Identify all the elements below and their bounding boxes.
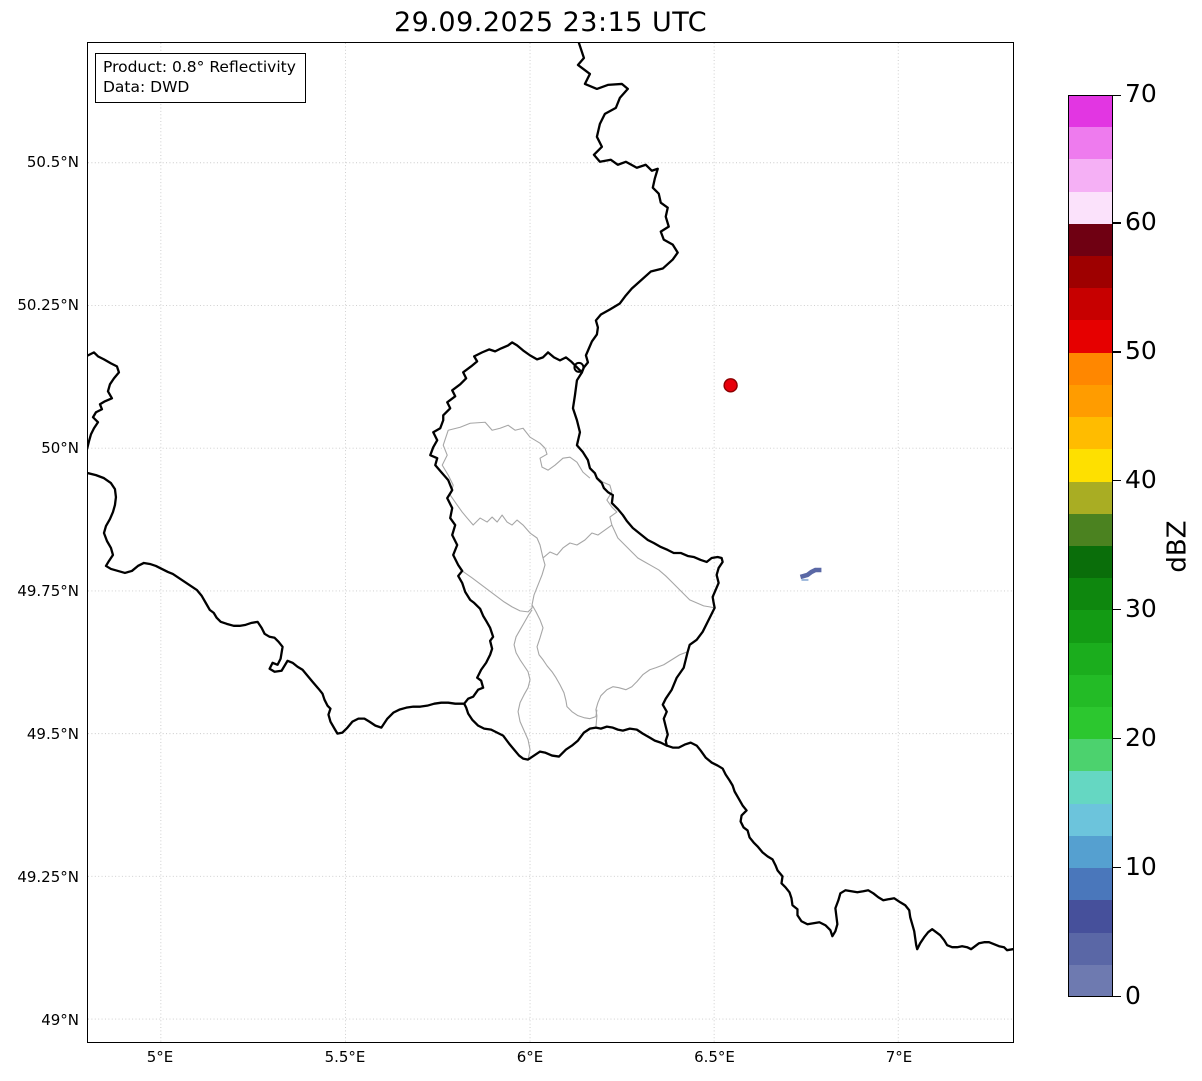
colorbar-tick-label: 40 — [1125, 465, 1157, 494]
y-axis-tick-label: 50°N — [41, 439, 79, 457]
colorbar-segment — [1068, 900, 1113, 933]
colorbar-segment — [1068, 223, 1113, 256]
country-borders — [88, 43, 1013, 952]
colorbar-tick-label: 60 — [1125, 207, 1157, 236]
radar-site-marker — [723, 378, 738, 393]
district-borders — [441, 421, 715, 760]
colorbar-segment — [1068, 964, 1113, 997]
info-box-product-line: Product: 0.8° Reflectivity — [103, 58, 296, 76]
y-axis-tick-label: 50.25°N — [17, 296, 79, 314]
colorbar-segment — [1068, 835, 1113, 869]
colorbar: 0 10 20 30 40 50 60 70 — [1068, 79, 1157, 1010]
map-svg — [88, 43, 1013, 1042]
colorbar-tick — [1113, 480, 1121, 482]
colorbar-tick-label: 70 — [1125, 79, 1157, 108]
colorbar-tick — [1113, 995, 1121, 997]
district-border — [461, 570, 533, 613]
x-axis-tick-label: 5°E — [146, 1048, 174, 1066]
colorbar-segment — [1068, 771, 1113, 804]
colorbar-tick-label: 10 — [1125, 852, 1157, 881]
y-axis-tick-label: 49.25°N — [17, 868, 79, 886]
x-axis-tick-label: 5.5°E — [324, 1048, 366, 1066]
colorbar-segment — [1068, 255, 1113, 289]
precip-echo-highlight — [801, 578, 809, 581]
colorbar-tick-label: 20 — [1125, 723, 1157, 752]
colorbar-segment — [1068, 191, 1113, 224]
colorbar-segment — [1068, 159, 1113, 192]
colorbar-tick — [1113, 609, 1121, 611]
colorbar-gradient — [1068, 94, 1113, 997]
colorbar-segment — [1068, 868, 1113, 901]
colorbar-segment — [1068, 352, 1113, 385]
colorbar-segment — [1068, 610, 1113, 643]
x-axis-tick-label: 6.5°E — [694, 1048, 735, 1066]
colorbar-segment — [1068, 481, 1113, 514]
colorbar-tick-label: 30 — [1125, 594, 1157, 623]
colorbar-segment — [1068, 932, 1113, 965]
colorbar-segment — [1068, 384, 1113, 418]
colorbar-segment — [1068, 642, 1113, 675]
district-border — [611, 524, 715, 609]
colorbar-segment — [1068, 803, 1113, 836]
colorbar-segment — [1068, 578, 1113, 611]
district-border — [448, 421, 591, 479]
colorbar-tick — [1113, 866, 1121, 869]
colorbar-segment — [1068, 674, 1113, 708]
colorbar-tick — [1113, 95, 1121, 97]
y-axis-tick-label: 49°N — [41, 1011, 79, 1029]
district-border — [595, 651, 688, 728]
district-border — [441, 430, 544, 559]
district-border — [513, 609, 533, 760]
colorbar-segment — [1068, 513, 1113, 546]
info-box: Product: 0.8° Reflectivity Data: DWD — [95, 53, 306, 103]
precip-echo-cell — [799, 567, 822, 580]
colorbar-tick — [1113, 222, 1121, 224]
info-box-source-line: Data: DWD — [103, 78, 190, 96]
colorbar-tick — [1113, 351, 1121, 353]
france-germany-border — [665, 741, 1013, 952]
france-belgium-border — [88, 351, 121, 450]
belgium-germany-border — [576, 43, 679, 374]
colorbar-segment — [1068, 320, 1113, 353]
colorbar-segment — [1068, 449, 1113, 482]
figure-title: 29.09.2025 23:15 UTC — [393, 7, 708, 38]
graticule — [88, 43, 1013, 1042]
district-border — [542, 476, 618, 559]
colorbar-segment — [1068, 545, 1113, 579]
y-axis-tick-label: 49.75°N — [17, 582, 79, 600]
france-belgium-border — [88, 471, 466, 735]
x-axis-tick-label: 7°E — [885, 1048, 913, 1066]
y-axis-tick-label: 50.5°N — [26, 153, 79, 171]
colorbar-segment — [1068, 288, 1113, 321]
colorbar-segment — [1068, 127, 1113, 160]
colorbar-segment — [1068, 739, 1113, 772]
border-tripoint-loop — [573, 361, 585, 373]
map-panel: Product: 0.8° Reflectivity Data: DWD — [87, 42, 1014, 1043]
district-border — [531, 557, 598, 720]
x-axis-tick-label: 6°E — [516, 1048, 544, 1066]
colorbar-tick-label: 0 — [1125, 981, 1141, 1010]
y-axis-tick-label: 49.5°N — [26, 725, 79, 743]
colorbar-axis-label: dBZ — [1162, 520, 1193, 573]
luxembourg-outline — [429, 341, 724, 761]
colorbar-segment — [1068, 707, 1113, 740]
colorbar-segment — [1068, 417, 1113, 450]
colorbar-tick-label: 50 — [1125, 336, 1157, 365]
colorbar-tick — [1113, 737, 1121, 740]
colorbar-segment — [1068, 94, 1113, 128]
precip-echo — [799, 567, 822, 581]
